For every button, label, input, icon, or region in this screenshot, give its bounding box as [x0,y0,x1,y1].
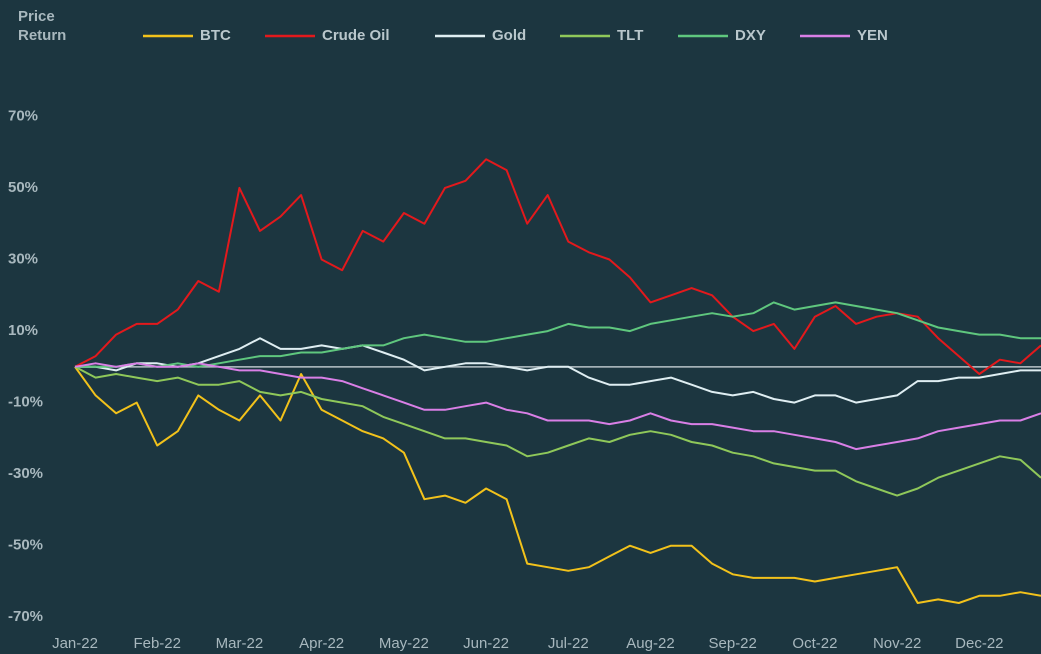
x-tick-label: May-22 [379,635,429,652]
series-line [74,158,1041,375]
legend-label: Gold [492,27,526,44]
x-tick-label: Oct-22 [792,635,837,652]
x-tick-label: Nov-22 [873,635,921,652]
legend-label: DXY [735,27,766,44]
y-tick-label: 30% [8,250,38,267]
y-tick-label: 50% [8,179,38,196]
x-tick-label: Jun-22 [463,635,509,652]
legend-label: BTC [200,27,231,44]
series-line [75,337,1041,404]
x-tick-label: Jul-22 [548,635,589,652]
y-tick-label: -10% [8,394,43,411]
x-tick-label: Sep-22 [709,635,757,652]
y-tick-label: 10% [8,322,38,339]
y-tick-label: 70% [8,107,38,124]
x-tick-label: Feb-22 [133,635,181,652]
x-tick-label: Jan-22 [52,635,98,652]
x-tick-label: Mar-22 [216,635,264,652]
series-line [74,362,1041,451]
series-line [74,366,1041,604]
x-tick-label: Dec-22 [955,635,1003,652]
series-line [75,301,1041,368]
y-tick-label: -30% [8,465,43,482]
x-tick-label: Apr-22 [299,635,344,652]
chart-title: Price Return [18,8,67,44]
legend-label: YEN [857,27,888,44]
y-tick-label: -50% [8,537,43,554]
legend-label: Crude Oil [322,27,390,44]
y-tick-label: -70% [8,608,43,625]
x-tick-label: Aug-22 [626,635,674,652]
legend-label: TLT [617,27,643,44]
series-line [74,365,1041,497]
